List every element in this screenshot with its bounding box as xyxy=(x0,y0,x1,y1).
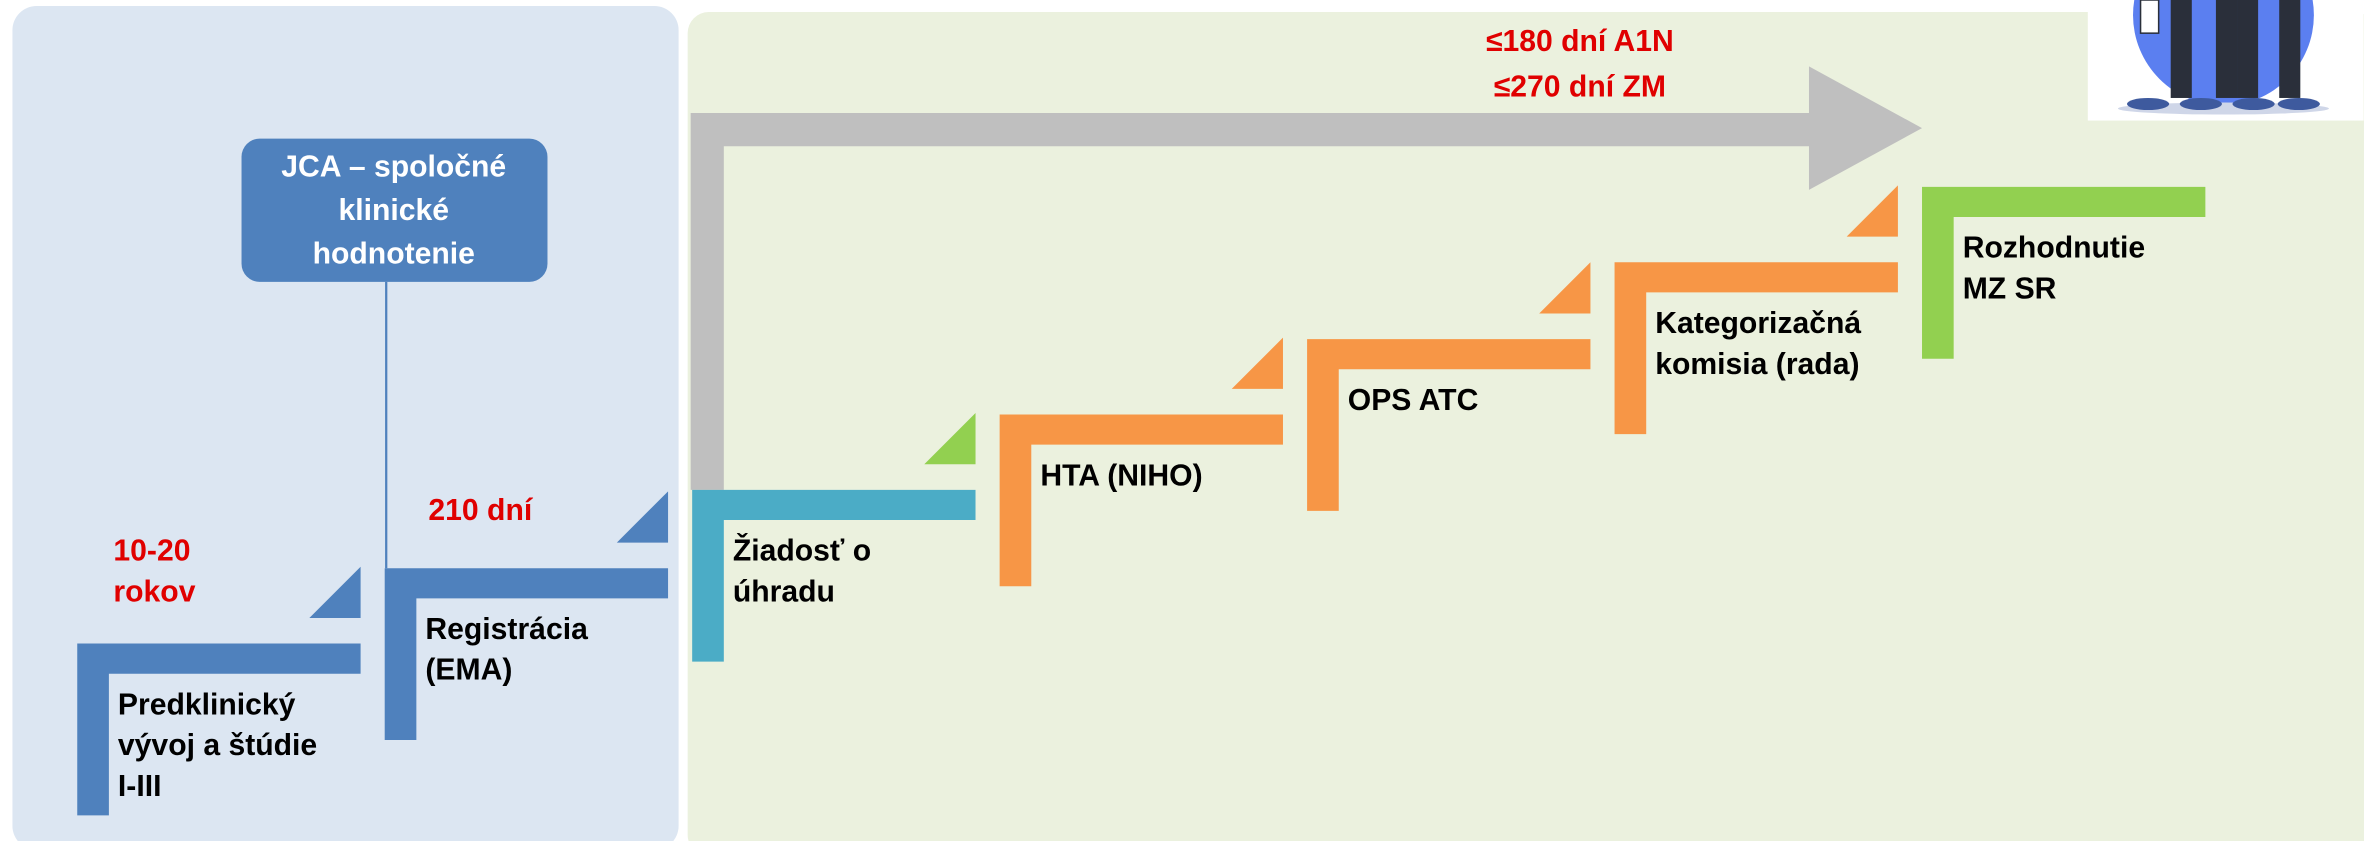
illustration xyxy=(2087,0,2364,121)
step-triangle xyxy=(924,412,976,465)
step-label: Registrácia (EMA) xyxy=(425,613,588,687)
step-label: HTA (NIHO) xyxy=(1040,459,1202,492)
step-shape xyxy=(692,489,976,662)
step-shape xyxy=(384,568,669,741)
step-label: OPS ATC xyxy=(1348,384,1479,417)
preclinical-duration: 10-20 rokov xyxy=(113,535,195,609)
step-shape xyxy=(1307,339,1591,511)
step-triangle xyxy=(616,491,669,543)
jca-label: JCA – spoločné klinické hodnotenie xyxy=(281,150,506,270)
left-panel xyxy=(12,6,679,841)
registration-duration: 210 dní xyxy=(428,494,533,527)
reimbursement-duration: ≤180 dní A1N ≤270 dní ZM xyxy=(1486,25,1674,103)
step-label: Kategorizačná komisia (rada) xyxy=(1655,307,1861,381)
step-shape xyxy=(1614,262,1898,435)
step-label: Predklinický vývoj a štúdie I-III xyxy=(118,688,317,802)
step-shape xyxy=(999,414,1283,587)
step-shape xyxy=(77,643,361,816)
step-label: Žiadosť o úhradu xyxy=(733,534,871,609)
step-label: Rozhodnutie MZ SR xyxy=(1963,232,2145,306)
jca-box xyxy=(241,138,548,282)
step-shape xyxy=(1922,186,2206,359)
